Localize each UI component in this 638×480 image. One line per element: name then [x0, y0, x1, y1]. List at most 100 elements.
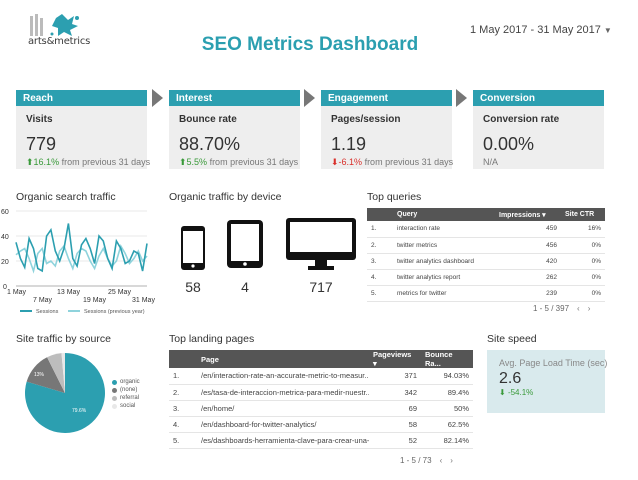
page-cell: /es/dashboards-herramienta-clave-para-cr…	[197, 432, 369, 449]
kpi-label: Bounce rate	[179, 114, 237, 125]
column-header-pageviews[interactable]: Pageviews ▾	[369, 350, 421, 368]
table-row: 1. /en/interaction-rate-an-accurate-metr…	[169, 368, 473, 385]
top-queries-table: Query Impressions ▾ Site CTR 1. interact…	[367, 208, 605, 302]
legend-label: Sessions (previous year)	[84, 309, 145, 315]
landing-pagination: 1 - 5 / 73 ‹ ›	[400, 456, 453, 465]
kpi-value: 0.00%	[483, 134, 535, 154]
pageviews-cell: 69	[369, 400, 421, 417]
row-number: 4.	[169, 416, 197, 433]
kpi-card-reach: Reach Visits 779 ⬆16.1% from previous 31…	[16, 90, 151, 169]
down-arrow-icon: ⬇	[499, 388, 506, 397]
table-row: 4. /en/dashboard-for-twitter-analytics/ …	[169, 416, 473, 433]
pie-slice-none	[26, 357, 65, 393]
x-tick-label: 13 May	[57, 289, 80, 296]
slice-label-organic: 79.6%	[72, 408, 87, 414]
phone-icon	[181, 226, 205, 270]
impressions-cell: 262	[495, 269, 561, 286]
chevron-down-icon: ▼	[603, 26, 612, 35]
bounce-rate-cell: 94.03%	[421, 368, 473, 385]
kpi-change: N/A	[483, 157, 499, 167]
column-header-ctr[interactable]: Site CTR	[561, 208, 605, 221]
pageviews-cell: 342	[369, 384, 421, 401]
x-tick-label: 1 May	[7, 289, 27, 296]
row-number: 2.	[367, 237, 393, 254]
speed-value: 2.6	[499, 370, 522, 387]
date-range-picker[interactable]: 1 May 2017 - 31 May 2017 ▼	[470, 24, 612, 36]
kpi-value: 88.70%	[179, 134, 241, 154]
legend-label: organic	[120, 379, 140, 385]
query-cell: twitter analytics dashboard	[393, 253, 495, 270]
chevron-left-icon[interactable]: ‹	[439, 456, 443, 465]
organic-search-chart: 60 40 20 0 1 May 7 May 13 May 19 May 25 …	[1, 209, 155, 315]
legend-item: social	[112, 402, 140, 410]
pageviews-cell: 58	[369, 416, 421, 433]
x-tick-label: 25 May	[108, 289, 131, 296]
legend-label: Sessions	[36, 309, 59, 315]
page-cell: /en/dashboard-for-twitter-analytics/	[197, 416, 369, 433]
kpi-change-suffix: from previous 31 days	[207, 157, 299, 167]
row-number: 5.	[169, 432, 197, 449]
kpi-value: 779	[26, 134, 57, 154]
kpi-change: 5.5%	[186, 157, 208, 167]
x-axis: 1 May 7 May 13 May 19 May 25 May 31 May	[7, 289, 155, 304]
pagination-label: 1 - 5 / 397	[533, 304, 570, 313]
device-title: Organic traffic by device	[169, 191, 282, 203]
up-arrow-icon: ⬆	[26, 157, 34, 167]
pie-slice-organic	[25, 353, 106, 433]
page-cell: /es/tasa-de-interaccion-metrica-para-med…	[197, 384, 369, 401]
table-header-row: Query Impressions ▾ Site CTR	[367, 208, 605, 221]
ctr-cell: 0%	[561, 285, 605, 302]
column-header-page[interactable]: Page	[197, 350, 369, 368]
row-number: 5.	[367, 285, 393, 302]
funnel-arrow-icon	[304, 89, 315, 107]
kpi-stage: Engagement	[321, 90, 452, 106]
device-count-tablet: 4	[241, 279, 249, 295]
kpi-value: 1.19	[331, 134, 367, 154]
device-count-mobile: 58	[185, 279, 201, 295]
y-tick-label: 40	[1, 234, 9, 241]
chevron-right-icon[interactable]: ›	[587, 304, 591, 313]
kpi-change-suffix: from previous 31 days	[59, 157, 151, 167]
kpi-label: Pages/session	[331, 114, 401, 125]
landing-pages-title: Top landing pages	[169, 333, 255, 345]
top-queries-title: Top queries	[367, 191, 422, 203]
source-title: Site traffic by source	[16, 333, 111, 345]
legend-label: referral	[120, 395, 140, 401]
site-speed-title: Site speed	[487, 333, 537, 345]
impressions-cell: 459	[495, 221, 561, 238]
legend-item: referral	[112, 394, 140, 402]
kpi-label: Conversion rate	[483, 114, 560, 125]
kpi-stage: Conversion	[473, 90, 604, 106]
pie-slice-referral	[47, 353, 65, 393]
query-cell: interaction rate	[393, 221, 495, 238]
chevron-left-icon[interactable]: ‹	[577, 304, 580, 313]
kpi-card-conversion: Conversion Conversion rate 0.00% N/A	[473, 90, 604, 169]
site-speed-card: Avg. Page Load Time (sec) 2.6 ⬇ -54.1%	[487, 350, 608, 413]
row-number: 2.	[169, 384, 197, 401]
kpi-label: Visits	[26, 114, 53, 125]
column-header-bounce-rate[interactable]: Bounce Ra...	[421, 350, 473, 368]
legend-item: organic	[112, 378, 140, 386]
tablet-icon	[227, 220, 263, 268]
y-tick-label: 0	[3, 284, 7, 291]
bounce-rate-cell: 89.4%	[421, 384, 473, 401]
down-arrow-icon: ⬇	[331, 157, 339, 167]
legend-dot	[112, 387, 117, 393]
y-axis: 60 40 20 0	[1, 209, 9, 291]
date-range-label: 1 May 2017 - 31 May 2017	[470, 24, 601, 36]
speed-label: Avg. Page Load Time (sec)	[499, 358, 608, 368]
source-legend: organic (none) referral social	[112, 378, 140, 410]
bounce-rate-cell: 62.5%	[421, 416, 473, 433]
table-row: 2. /es/tasa-de-interaccion-metrica-para-…	[169, 384, 473, 401]
kpi-stage: Reach	[16, 90, 147, 106]
chevron-right-icon[interactable]: ›	[450, 456, 453, 465]
row-number: 4.	[367, 269, 393, 286]
legend-label: (none)	[120, 387, 138, 393]
column-header-impressions[interactable]: Impressions ▾	[495, 208, 561, 221]
pagination-label: 1 - 5 / 73	[400, 456, 432, 465]
kpi-card-interest: Interest Bounce rate 88.70% ⬆5.5% from p…	[169, 90, 300, 169]
column-header-query[interactable]: Query	[393, 208, 495, 221]
source-pie-chart: 79.6% 13%	[25, 352, 106, 433]
chart-legend: Sessions Sessions (previous year)	[20, 309, 145, 315]
series-lines	[15, 223, 148, 274]
